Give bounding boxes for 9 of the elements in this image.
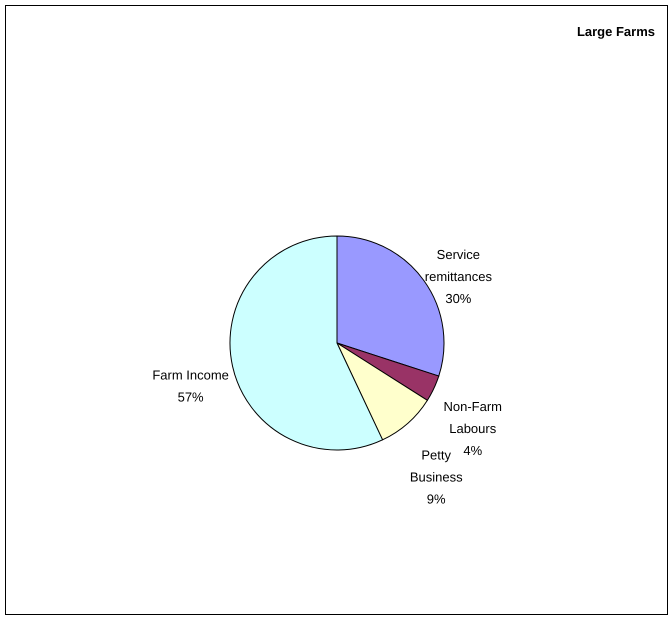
data-label: 57% — [178, 390, 204, 405]
data-label: 9% — [426, 492, 446, 507]
slice-label: Farm Income — [152, 368, 229, 383]
data-label: 30% — [445, 290, 472, 306]
slice-label: Petty Business — [410, 448, 464, 485]
slice-label: Non-Farm Labours — [443, 398, 502, 436]
text: Large Farms — [576, 24, 655, 39]
data-label: 4% — [463, 442, 483, 458]
slice-label: Service remittances — [424, 246, 492, 284]
